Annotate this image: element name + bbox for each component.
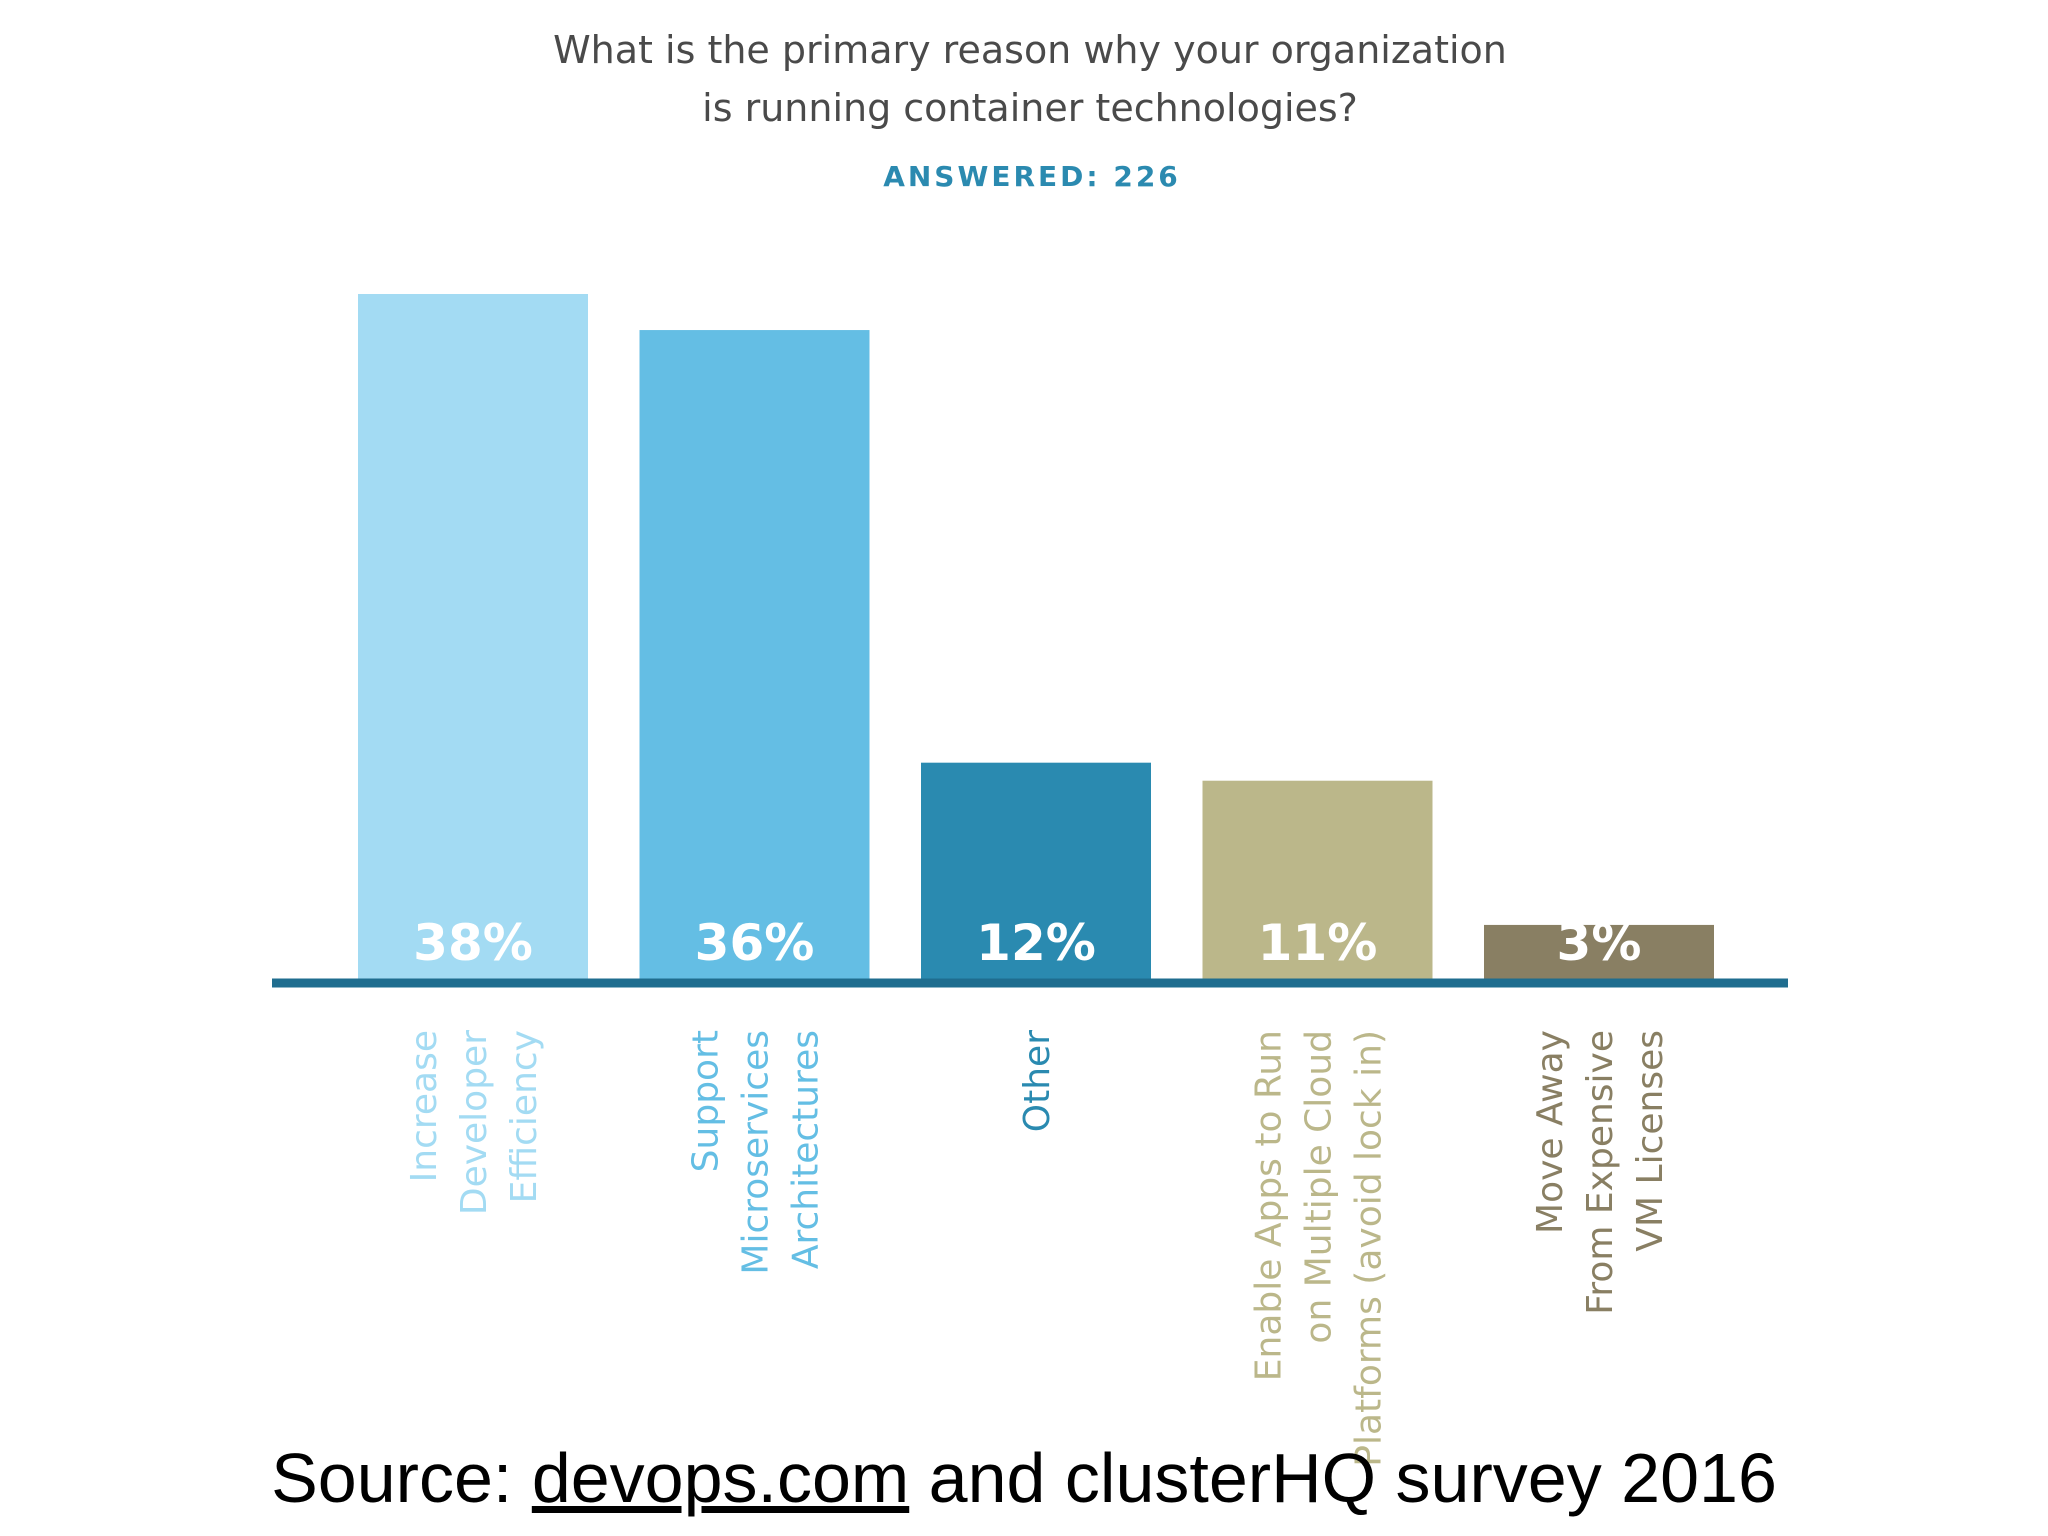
bar-value-label-5: 3% xyxy=(1557,914,1642,972)
category-label-4-line-2: on Multiple Cloud xyxy=(1299,1030,1340,1344)
chart-title-line-1: What is the primary reason why your orga… xyxy=(553,28,1507,72)
bar-value-label-2: 36% xyxy=(695,914,815,972)
category-label-3-line-1: Other xyxy=(1017,1030,1058,1132)
source-link-devops[interactable]: devops.com xyxy=(531,1439,910,1517)
source-suffix: and clusterHQ survey 2016 xyxy=(909,1439,1777,1517)
category-label-5-line-3: VM Licenses xyxy=(1630,1030,1671,1252)
category-label-2: Support Microservices Architectures xyxy=(686,1030,827,1275)
category-label-4-line-3: Platforms (avoid lock in) xyxy=(1349,1030,1390,1467)
bar-1 xyxy=(358,294,588,979)
category-label-4: Enable Apps to Run on Multiple Cloud Platf… xyxy=(1249,1030,1390,1467)
source-caption: Source: devops.com and clusterHQ survey … xyxy=(0,1438,2048,1518)
chart-subtitle-answered: ANSWERED: 226 xyxy=(883,160,1181,193)
category-label-1-line-3: Efficiency xyxy=(504,1030,545,1203)
category-label-5-line-2: From Expensive xyxy=(1580,1030,1621,1315)
category-labels-group: Increase Developer Efficiency Support Micros… xyxy=(404,1030,1671,1467)
bar-3 xyxy=(921,762,1151,979)
category-label-1: Increase Developer Efficiency xyxy=(404,1030,545,1215)
bar-2 xyxy=(639,330,870,980)
bars-group: 38% 36% 12% 11% 3% xyxy=(358,294,1714,980)
bar-5 xyxy=(1484,924,1714,979)
category-label-3: Other xyxy=(1017,1030,1058,1132)
category-label-2-line-1: Support xyxy=(686,1030,727,1172)
chart-title-line-2: is running container technologies? xyxy=(702,86,1358,130)
source-prefix: Source: xyxy=(271,1439,532,1517)
bar-value-label-3: 12% xyxy=(976,914,1096,972)
bar-value-label-1: 38% xyxy=(413,914,533,972)
category-label-2-line-2: Microservices xyxy=(736,1030,777,1275)
category-label-2-line-3: Architectures xyxy=(786,1030,827,1269)
bar-value-label-4: 11% xyxy=(1258,914,1378,972)
bar-4 xyxy=(1202,780,1433,979)
category-label-5-line-1: Move Away xyxy=(1530,1030,1571,1234)
category-label-1-line-1: Increase xyxy=(404,1030,445,1182)
category-label-5: Move Away From Expensive VM Licenses xyxy=(1530,1030,1671,1315)
category-label-4-line-1: Enable Apps to Run xyxy=(1249,1030,1290,1381)
category-label-1-line-2: Developer xyxy=(454,1030,495,1215)
